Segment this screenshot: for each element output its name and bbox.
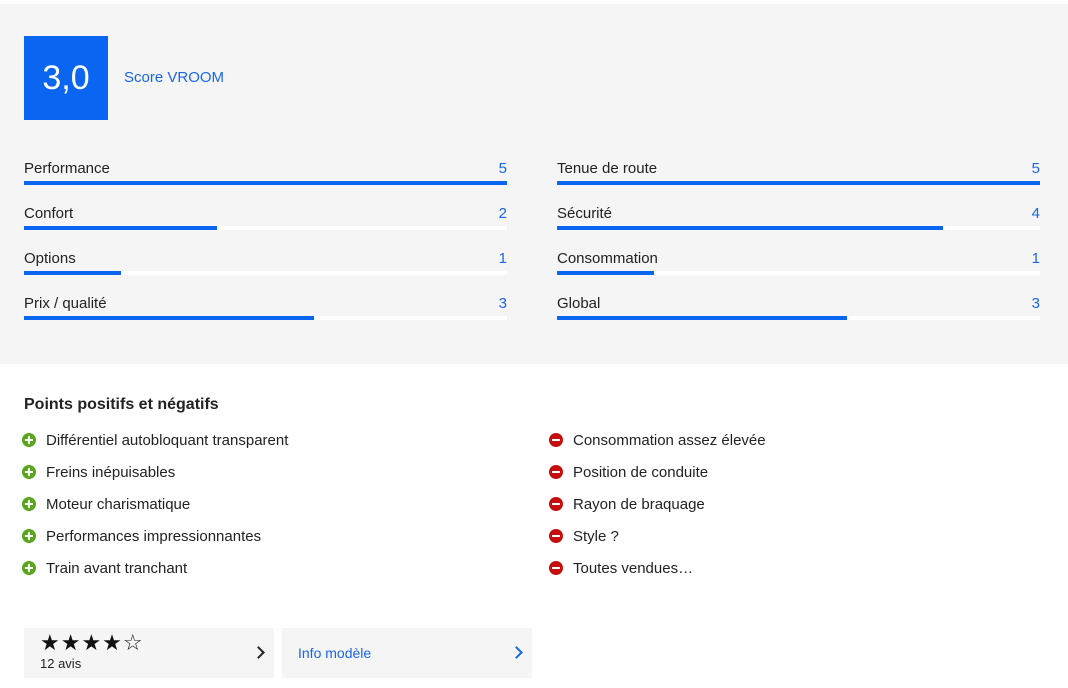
points-title: Points positifs et négatifs xyxy=(24,396,219,413)
rating-bar xyxy=(557,181,1040,185)
rating-value: 2 xyxy=(498,205,507,222)
rating-bar xyxy=(557,316,1040,320)
score-label: Score VROOM xyxy=(124,69,225,86)
rating-bar-fill xyxy=(24,226,218,230)
positive-point-text: Performances impressionnantes xyxy=(46,527,262,545)
score-value: 3,0 xyxy=(24,36,108,120)
negative-point: Consommation assez élevée xyxy=(549,430,766,450)
rating-name: Options xyxy=(24,250,76,267)
minus-circle-icon xyxy=(549,433,563,447)
info-model-link[interactable]: Info modèle xyxy=(282,628,532,678)
rating-value: 3 xyxy=(1031,295,1040,312)
positive-point: Moteur charismatique xyxy=(22,494,190,514)
rating-name: Confort xyxy=(24,205,74,222)
rating-bar xyxy=(557,226,1040,230)
star-rating-icon: ★★★★☆ xyxy=(40,630,144,655)
rating-name: Tenue de route xyxy=(557,160,658,177)
rating-securite: Sécurité 4 xyxy=(557,205,1040,245)
rating-name: Performance xyxy=(24,160,110,177)
plus-circle-icon xyxy=(22,465,36,479)
rating-bar xyxy=(24,226,507,230)
positive-point: Train avant tranchant xyxy=(22,558,187,578)
rating-bar xyxy=(24,316,507,320)
plus-circle-icon xyxy=(22,497,36,511)
score-panel: 3,0 Score VROOM Performance 5 Confort 2 … xyxy=(0,4,1068,364)
negative-point-text: Style ? xyxy=(573,527,619,545)
info-model-label: Info modèle xyxy=(298,645,372,661)
negative-point-text: Consommation assez élevée xyxy=(573,431,766,449)
negative-point: Style ? xyxy=(549,526,619,546)
rating-global: Global 3 xyxy=(557,295,1040,335)
rating-bar-fill xyxy=(557,271,654,275)
negative-point-text: Rayon de braquage xyxy=(573,495,705,513)
chevron-right-icon xyxy=(510,646,523,659)
rating-bar xyxy=(24,181,507,185)
rating-bar-fill xyxy=(24,271,121,275)
negative-point: Position de conduite xyxy=(549,462,708,482)
positive-point: Freins inépuisables xyxy=(22,462,175,482)
rating-name: Global xyxy=(557,295,601,312)
rating-name: Prix / qualité xyxy=(24,295,107,312)
rating-name: Sécurité xyxy=(557,205,613,222)
rating-value: 1 xyxy=(498,250,507,267)
positive-point-text: Freins inépuisables xyxy=(46,463,176,481)
rating-value: 5 xyxy=(498,160,507,177)
rating-value: 5 xyxy=(1031,160,1040,177)
positive-point-text: Moteur charismatique xyxy=(46,495,191,513)
rating-value: 1 xyxy=(1031,250,1040,267)
rating-performance: Performance 5 xyxy=(24,160,507,200)
negative-point: Rayon de braquage xyxy=(549,494,705,514)
plus-circle-icon xyxy=(22,433,36,447)
positive-point: Performances impressionnantes xyxy=(22,526,261,546)
rating-value: 4 xyxy=(1031,205,1040,222)
negative-point: Toutes vendues… xyxy=(549,558,693,578)
rating-bar-fill xyxy=(557,316,847,320)
rating-bar-fill xyxy=(557,181,1040,185)
rating-bar-fill xyxy=(557,226,944,230)
reviews-link[interactable]: ★★★★☆ 12 avis xyxy=(24,628,274,678)
rating-confort: Confort 2 xyxy=(24,205,507,245)
rating-options: Options 1 xyxy=(24,250,507,290)
rating-consommation: Consommation 1 xyxy=(557,250,1040,290)
positive-point-text: Train avant tranchant xyxy=(46,559,188,577)
negative-point-text: Toutes vendues… xyxy=(573,559,694,577)
rating-tenue-de-route: Tenue de route 5 xyxy=(557,160,1040,200)
rating-value: 3 xyxy=(498,295,507,312)
plus-circle-icon xyxy=(22,561,36,575)
rating-prix-qualite: Prix / qualité 3 xyxy=(24,295,507,335)
positive-point: Différentiel autobloquant transparent xyxy=(22,430,288,450)
minus-circle-icon xyxy=(549,561,563,575)
minus-circle-icon xyxy=(549,529,563,543)
minus-circle-icon xyxy=(549,497,563,511)
reviews-count: 12 avis xyxy=(40,656,82,671)
rating-bar-fill xyxy=(24,181,507,185)
rating-bar xyxy=(24,271,507,275)
minus-circle-icon xyxy=(549,465,563,479)
rating-bar xyxy=(557,271,1040,275)
rating-bar-fill xyxy=(24,316,314,320)
rating-name: Consommation xyxy=(557,250,658,267)
positive-point-text: Différentiel autobloquant transparent xyxy=(46,431,289,449)
negative-point-text: Position de conduite xyxy=(573,463,709,481)
plus-circle-icon xyxy=(22,529,36,543)
chevron-right-icon xyxy=(252,646,265,659)
